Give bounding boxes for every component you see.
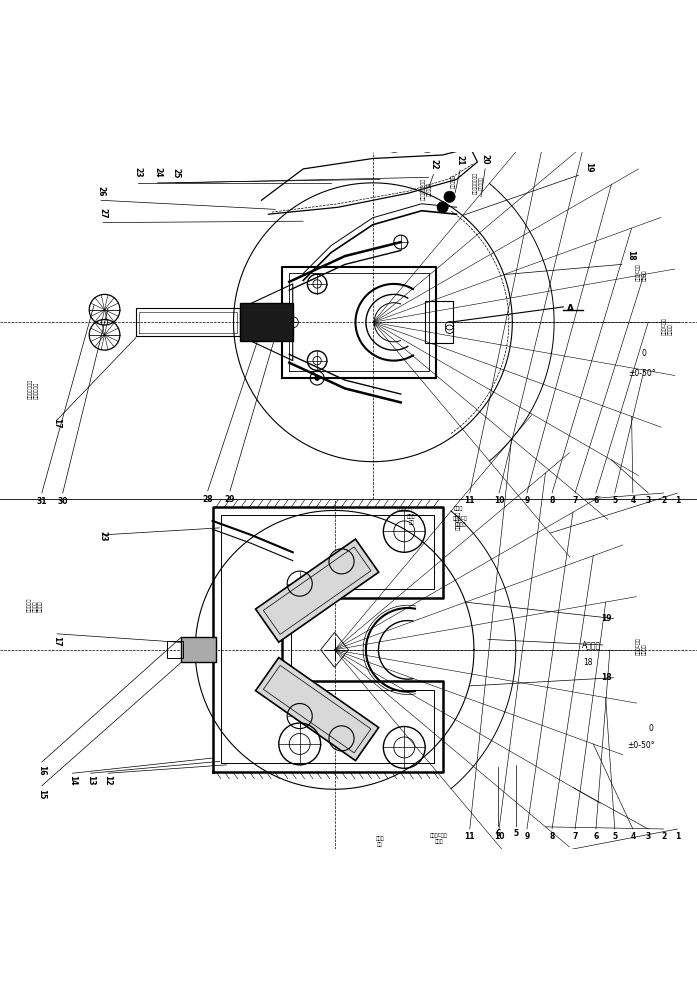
- Text: （刀刃交叉并口弹
簧刀座弹）: （刀刃交叉并口弹 簧刀座弹）: [473, 172, 484, 194]
- Text: 16: 16: [38, 765, 46, 775]
- Text: （豪刚豪刀
刀藏等刃
中等藏）: （豪刚豪刀 刀藏等刃 中等藏）: [26, 597, 43, 612]
- Text: 19: 19: [602, 614, 612, 623]
- Text: （豪刚豪刀刀藏
等刃中等藏）: （豪刚豪刀刀藏 等刃中等藏）: [28, 378, 38, 399]
- Text: 5: 5: [513, 829, 519, 838]
- Text: 6: 6: [593, 496, 599, 505]
- Bar: [240, 303, 293, 341]
- Text: 1: 1: [675, 496, 680, 505]
- Bar: [181, 637, 216, 662]
- Text: ±0-50°: ±0-50°: [627, 741, 655, 750]
- Text: （开式C型弹
簧刀座）: （开式C型弹 簧刀座）: [662, 317, 673, 335]
- Text: 11: 11: [464, 832, 475, 841]
- Text: 5: 5: [612, 832, 618, 841]
- Bar: [167, 641, 183, 658]
- Text: 6: 6: [593, 832, 599, 841]
- Text: 17: 17: [53, 418, 61, 429]
- Text: 11: 11: [464, 496, 475, 505]
- Text: 27: 27: [99, 208, 107, 219]
- Circle shape: [314, 375, 320, 381]
- Text: 簧孔）: 簧孔）: [454, 506, 464, 511]
- Text: 装装置弹孔: 装装置弹孔: [397, 507, 412, 512]
- Text: （开式C型弹
簧孔）: （开式C型弹 簧孔）: [430, 833, 448, 844]
- Text: A: A: [567, 304, 574, 313]
- Text: 0: 0: [648, 724, 653, 733]
- Text: 10: 10: [493, 496, 505, 505]
- Text: 31: 31: [36, 497, 47, 506]
- Text: 6: 6: [496, 829, 501, 838]
- Text: 3: 3: [645, 832, 651, 841]
- Text: （开式C型弹
簧刀座）: （开式C型弹 簧刀座）: [636, 637, 646, 655]
- Text: 23: 23: [134, 167, 142, 178]
- Text: 8: 8: [549, 832, 555, 841]
- Text: 10: 10: [493, 832, 505, 841]
- Text: （刀刃交叉并口弹
簧刀座弹）: （刀刃交叉并口弹 簧刀座弹）: [421, 178, 432, 200]
- Polygon shape: [256, 539, 378, 642]
- Text: 23: 23: [99, 531, 107, 542]
- Text: 17: 17: [53, 636, 61, 647]
- Text: （开式C型弹
簧刀座）: （开式C型弹 簧刀座）: [636, 263, 646, 281]
- Text: 19: 19: [584, 162, 593, 172]
- Text: 1: 1: [675, 832, 680, 841]
- Text: ±0-50°: ±0-50°: [629, 369, 657, 378]
- Text: 18: 18: [626, 250, 635, 261]
- Text: 24: 24: [153, 167, 162, 178]
- Text: 12: 12: [104, 775, 112, 786]
- Text: 13: 13: [86, 775, 95, 786]
- Text: 28: 28: [202, 495, 213, 504]
- Text: 26: 26: [97, 186, 105, 197]
- Text: 7: 7: [572, 832, 578, 841]
- Text: 4: 4: [630, 496, 636, 505]
- Text: （开式C型弹: （开式C型弹: [456, 511, 461, 530]
- Text: 7: 7: [572, 496, 578, 505]
- Circle shape: [437, 202, 448, 213]
- Text: 9: 9: [524, 832, 530, 841]
- Text: 装装置
弹孔: 装装置 弹孔: [376, 836, 384, 847]
- Text: 14: 14: [68, 775, 77, 786]
- Text: 2: 2: [661, 496, 666, 505]
- Bar: [425, 301, 453, 343]
- Text: 8: 8: [549, 496, 555, 505]
- Text: 9: 9: [524, 496, 530, 505]
- Text: 29: 29: [224, 495, 236, 504]
- Text: （开式C型
弹簧孔）: （开式C型 弹簧孔）: [452, 516, 468, 527]
- Text: （弹开推）: （弹开推）: [450, 174, 456, 188]
- Polygon shape: [256, 658, 378, 761]
- Text: 22: 22: [429, 159, 438, 170]
- Text: 30: 30: [57, 497, 68, 506]
- Text: 0: 0: [641, 349, 646, 358]
- Circle shape: [444, 191, 455, 202]
- Text: 装装置
弹孔: 装装置 弹孔: [407, 514, 415, 525]
- Text: 15: 15: [38, 789, 46, 800]
- Text: 3: 3: [645, 496, 651, 505]
- Text: 18: 18: [602, 673, 612, 682]
- Text: A～视大: A～视大: [583, 640, 602, 649]
- Text: 20: 20: [481, 154, 489, 164]
- Text: 25: 25: [171, 168, 180, 178]
- Text: 21: 21: [456, 155, 464, 165]
- Text: 18: 18: [583, 658, 592, 667]
- Text: 5: 5: [612, 496, 618, 505]
- Text: 2: 2: [661, 832, 666, 841]
- Text: 4: 4: [630, 832, 636, 841]
